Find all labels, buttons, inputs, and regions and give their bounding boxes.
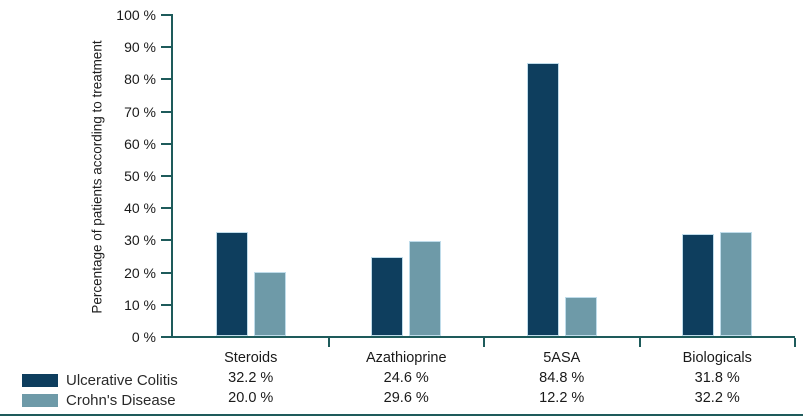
bar-ulcerative-colitis-steroids [215, 232, 248, 336]
y-tick [161, 14, 171, 16]
value-ulcerative-colitis-steroids: 32.2 % [228, 370, 274, 386]
y-tick [161, 271, 171, 274]
y-tick [161, 239, 171, 242]
category-label-5asa: 5ASA [543, 350, 581, 366]
x-axis-tick [638, 338, 641, 347]
bar-crohn-s-disease-5asa [564, 296, 597, 336]
y-tick-label: 10 % [124, 296, 156, 313]
bar-ulcerative-colitis-azathioprine [371, 256, 404, 336]
value-ulcerative-colitis-5asa: 84.8 % [539, 370, 585, 386]
value-crohns-disease-azathioprine: 29.6 % [383, 390, 429, 406]
y-tick [161, 336, 171, 338]
y-tick [161, 142, 171, 145]
x-axis-tick [483, 338, 485, 347]
value-crohns-disease-5asa: 12.2 % [539, 390, 585, 406]
y-tick-label: 90 % [124, 39, 156, 56]
y-tick-label: 20 % [124, 264, 156, 281]
bar-ulcerative-colitis-biologicals [682, 233, 715, 336]
value-ulcerative-colitis-azathioprine: 24.6 % [383, 370, 429, 386]
category-label-azathioprine: Azathioprine [365, 350, 447, 366]
x-axis-line [171, 336, 795, 338]
value-ulcerative-colitis-biologicals: 31.8 % [694, 370, 740, 386]
bar-crohn-s-disease-steroids [253, 271, 286, 336]
y-tick-label: 50 % [124, 168, 156, 184]
y-tick-label: 70 % [124, 103, 156, 120]
y-tick-label: 30 % [124, 232, 156, 249]
bar-crohn-s-disease-biologicals [720, 232, 753, 336]
category-label-biologicals: Biologicals [682, 350, 752, 366]
y-tick-label: 100 % [116, 7, 156, 23]
value-crohns-disease-biologicals: 32.2 % [694, 390, 740, 406]
y-tick-label: 80 % [124, 71, 156, 88]
bottom-divider [0, 414, 803, 416]
legend-swatch-crohns-disease [22, 394, 58, 407]
bar-ulcerative-colitis-5asa [526, 62, 559, 336]
y-tick-label: 60 % [124, 135, 156, 152]
legend-swatch-ulcerative-colitis [22, 374, 58, 387]
y-tick [161, 303, 171, 306]
value-crohns-disease-steroids: 20.0 % [228, 390, 274, 406]
y-tick [161, 46, 171, 49]
x-axis-tick [327, 338, 330, 347]
y-tick-label: 40 % [124, 200, 156, 217]
y-tick-label: 0 % [131, 329, 156, 345]
y-tick [161, 110, 171, 113]
y-axis-line [171, 14, 173, 338]
legend-label-ulcerative-colitis: Ulcerative Colitis [66, 372, 178, 389]
y-tick [161, 78, 171, 81]
x-axis-tick [794, 338, 796, 347]
category-label-steroids: Steroids [224, 350, 278, 366]
y-tick [161, 175, 171, 177]
bar-crohn-s-disease-azathioprine [409, 240, 442, 336]
legend-label-crohns-disease: Crohn's Disease [66, 392, 176, 409]
y-tick [161, 207, 171, 210]
